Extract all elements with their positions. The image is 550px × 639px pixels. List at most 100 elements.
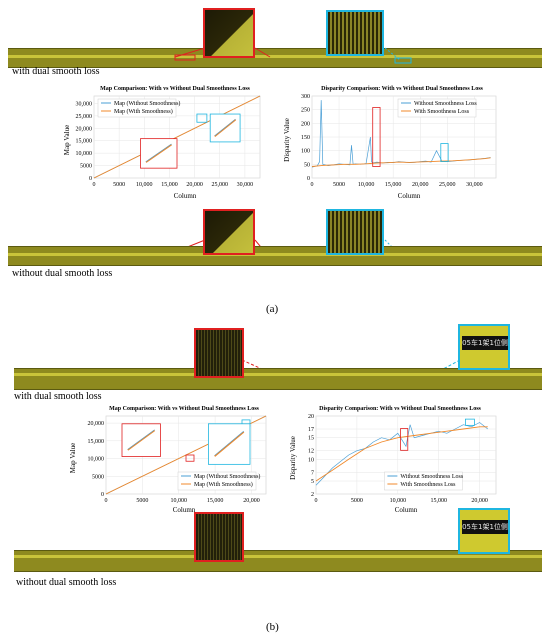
legend-box <box>397 98 477 118</box>
x-tick-label: 20,000 <box>243 498 259 504</box>
y-tick-label: 5000 <box>92 474 104 480</box>
y-tick-label: 150 <box>301 135 310 141</box>
chart-xlabel: Column <box>174 192 197 200</box>
train-scan-strip-a-bottom <box>8 246 542 266</box>
zoom-inset-red-a-top <box>203 8 255 58</box>
x-tick-label: 10,000 <box>136 182 153 188</box>
x-tick-label: 10,000 <box>390 498 407 504</box>
x-tick-label: 0 <box>315 498 318 504</box>
magnified-line-with <box>145 143 172 163</box>
chart-ylabel: Map Value <box>63 125 71 155</box>
magnified-line-without <box>127 429 155 450</box>
x-tick-label: 5000 <box>333 182 345 188</box>
zoom-inset-cyan-b-top: 05车1架1位侧 <box>458 324 510 370</box>
legend-label: Map (Without Smoothness) <box>194 473 260 480</box>
caption-with-loss-b: with dual smooth loss <box>14 391 102 402</box>
y-tick-label: 0 <box>101 492 104 498</box>
y-tick-label: 100 <box>301 149 310 155</box>
magnified-line-with <box>127 429 156 451</box>
y-tick-label: 250 <box>301 108 310 114</box>
x-tick-label: 30,000 <box>237 182 254 188</box>
chart-map-comparison-b: Map Comparison: With vs Without Dual Smo… <box>69 406 267 514</box>
caption-without-loss-a: without dual smooth loss <box>12 268 113 279</box>
train-sign-text: 05车1架1位侧 <box>462 336 508 350</box>
chart-ylabel: Disparity Value <box>289 436 297 480</box>
x-tick-label: 15,000 <box>161 182 178 188</box>
chart-disparity-comparison-b: Disparity Comparison: With vs Without Du… <box>289 406 497 514</box>
y-tick-label: 300 <box>301 94 310 100</box>
y-tick-label: 25,000 <box>76 114 93 120</box>
x-tick-label: 25,000 <box>439 182 456 188</box>
train-scan-strip-b-bottom <box>14 550 542 572</box>
magnified-line-with <box>214 118 237 137</box>
chart-xlabel: Column <box>173 506 196 514</box>
legend-label: With Smoothness Loss <box>414 109 470 115</box>
highlight-box-red <box>185 454 195 462</box>
x-tick-label: 0 <box>311 182 314 188</box>
caption-without-loss-b: without dual smooth loss <box>16 577 117 588</box>
panel-label-b: (b) <box>266 621 279 633</box>
y-tick-label: 15,000 <box>76 139 93 145</box>
y-tick-label: 50 <box>304 162 310 168</box>
x-tick-label: 20,000 <box>471 498 488 504</box>
chart-plot-area: 0 5000 10,000 15,000 20,000 0 5000 10,000 15,000… <box>88 415 267 504</box>
train-scan-strip-b-top <box>14 368 542 390</box>
x-tick-label: 10,000 <box>358 182 375 188</box>
y-tick-label: 15,000 <box>88 439 105 445</box>
x-tick-label: 15,000 <box>385 182 402 188</box>
y-tick-label: 12 <box>308 449 314 455</box>
magnified-line-with <box>214 431 245 457</box>
legend-box <box>177 471 257 491</box>
chart-plot-area: 0 5000 10,000 15,000 20,000 25,000 30,000 0 5000… <box>76 95 261 188</box>
legend-label: Without Smoothness Loss <box>414 101 477 107</box>
magnified-line-without <box>214 118 236 137</box>
chart-disparity-comparison-a: Disparity Comparison: With vs Without Du… <box>283 86 497 200</box>
chart-title: Disparity Comparison: With vs Without Du… <box>321 86 483 92</box>
legend-label: Map (Without Smoothness) <box>114 100 180 107</box>
x-tick-label: 15,000 <box>430 498 447 504</box>
chart-plot-area: 0 5000 10,000 15,000 20,000 2 5 7 10 12 15 17 20 With… <box>308 414 497 504</box>
x-tick-label: 5000 <box>136 498 148 504</box>
y-tick-label: 0 <box>89 176 92 182</box>
x-tick-label: 15,000 <box>207 498 224 504</box>
highlight-box-red <box>372 107 381 167</box>
y-tick-label: 15 <box>308 436 314 442</box>
series-line-1 <box>315 426 488 482</box>
chart-title: Map Comparison: With vs Without Dual Smo… <box>100 86 250 92</box>
zoom-inset-red-b-top <box>194 328 244 378</box>
chart-ylabel: Disparity Value <box>283 118 291 162</box>
chart-title: Map Comparison: With vs Without Dual Smo… <box>109 406 259 412</box>
x-tick-label: 25,000 <box>212 182 229 188</box>
y-tick-label: 20 <box>308 414 314 420</box>
series-line-0 <box>315 422 489 486</box>
zoom-inset-cyan-b-bottom: 05车1架1位侧 <box>458 508 510 554</box>
legend-box <box>384 471 463 491</box>
legend-box <box>97 98 177 118</box>
legend-label: Map (With Smoothness) <box>114 108 173 115</box>
series-line-1 <box>93 95 261 179</box>
y-tick-label: 2 <box>311 492 314 498</box>
highlight-box-cyan <box>464 418 475 426</box>
x-tick-label: 30,000 <box>466 182 483 188</box>
y-tick-label: 20,000 <box>76 126 93 132</box>
train-sign-text: 05车1架1位侧 <box>462 520 508 534</box>
magnified-line-without <box>214 430 244 456</box>
x-tick-label: 20,000 <box>186 182 203 188</box>
x-tick-label: 5000 <box>113 182 125 188</box>
y-tick-label: 10,000 <box>76 151 93 157</box>
y-tick-label: 5000 <box>80 164 92 170</box>
zoom-inset-red-b-bottom <box>194 512 244 562</box>
zoom-inset-cyan-a-bottom <box>326 209 384 255</box>
chart-xlabel: Column <box>398 192 421 200</box>
chart-xlabel: Column <box>395 506 418 514</box>
caption-with-loss-a: with dual smooth loss <box>12 66 100 77</box>
highlight-box-cyan <box>196 113 208 123</box>
y-tick-label: 20,000 <box>88 421 105 427</box>
chart-plot-area: 0 5000 10,000 15,000 20,000 25,000 30,000 0 50 10… <box>301 94 497 188</box>
y-tick-label: 30,000 <box>76 101 93 107</box>
legend-label: Map (With Smoothness) <box>194 481 253 488</box>
zoom-connectors-a-top <box>174 47 412 64</box>
zoom-inset-red-a-bottom <box>203 209 255 255</box>
chart-title: Disparity Comparison: With vs Without Du… <box>319 406 481 412</box>
y-tick-label: 17 <box>308 427 314 433</box>
